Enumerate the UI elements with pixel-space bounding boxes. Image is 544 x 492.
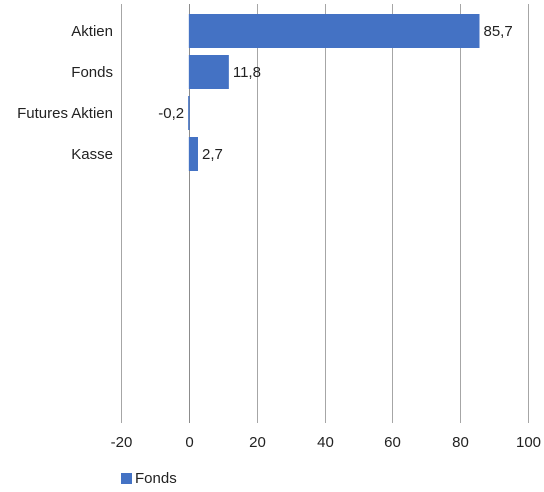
x-tick-label: 80: [452, 434, 469, 451]
category-label: Kasse: [71, 146, 113, 163]
bars: [188, 14, 480, 171]
x-tick-label: 60: [384, 434, 401, 451]
bar: [188, 137, 198, 171]
legend: Fonds: [121, 470, 177, 487]
x-tick-label: 100: [516, 434, 541, 451]
x-tick-label: -20: [111, 434, 133, 451]
bar: [188, 96, 190, 130]
data-label: 2,7: [202, 146, 223, 163]
legend-label: Fonds: [135, 470, 177, 487]
category-label: Fonds: [71, 64, 113, 81]
data-label: 85,7: [483, 23, 512, 40]
x-tick-label: 40: [317, 434, 334, 451]
gridlines: [121, 4, 529, 423]
x-tick-label: 0: [185, 434, 193, 451]
category-label: Aktien: [71, 23, 113, 40]
x-tick-label: 20: [249, 434, 266, 451]
data-labels: 85,7 11,8 -0,2 2,7: [158, 23, 512, 163]
data-label: 11,8: [233, 64, 261, 81]
bar: [188, 14, 480, 48]
x-axis-tick-labels: -20 0 20 40 60 80 100: [111, 434, 541, 451]
data-label: -0,2: [158, 105, 184, 122]
category-label: Futures Aktien: [17, 105, 113, 122]
legend-swatch: [121, 473, 132, 484]
category-labels: Aktien Fonds Futures Aktien Kasse: [17, 23, 113, 163]
bar: [188, 55, 229, 89]
